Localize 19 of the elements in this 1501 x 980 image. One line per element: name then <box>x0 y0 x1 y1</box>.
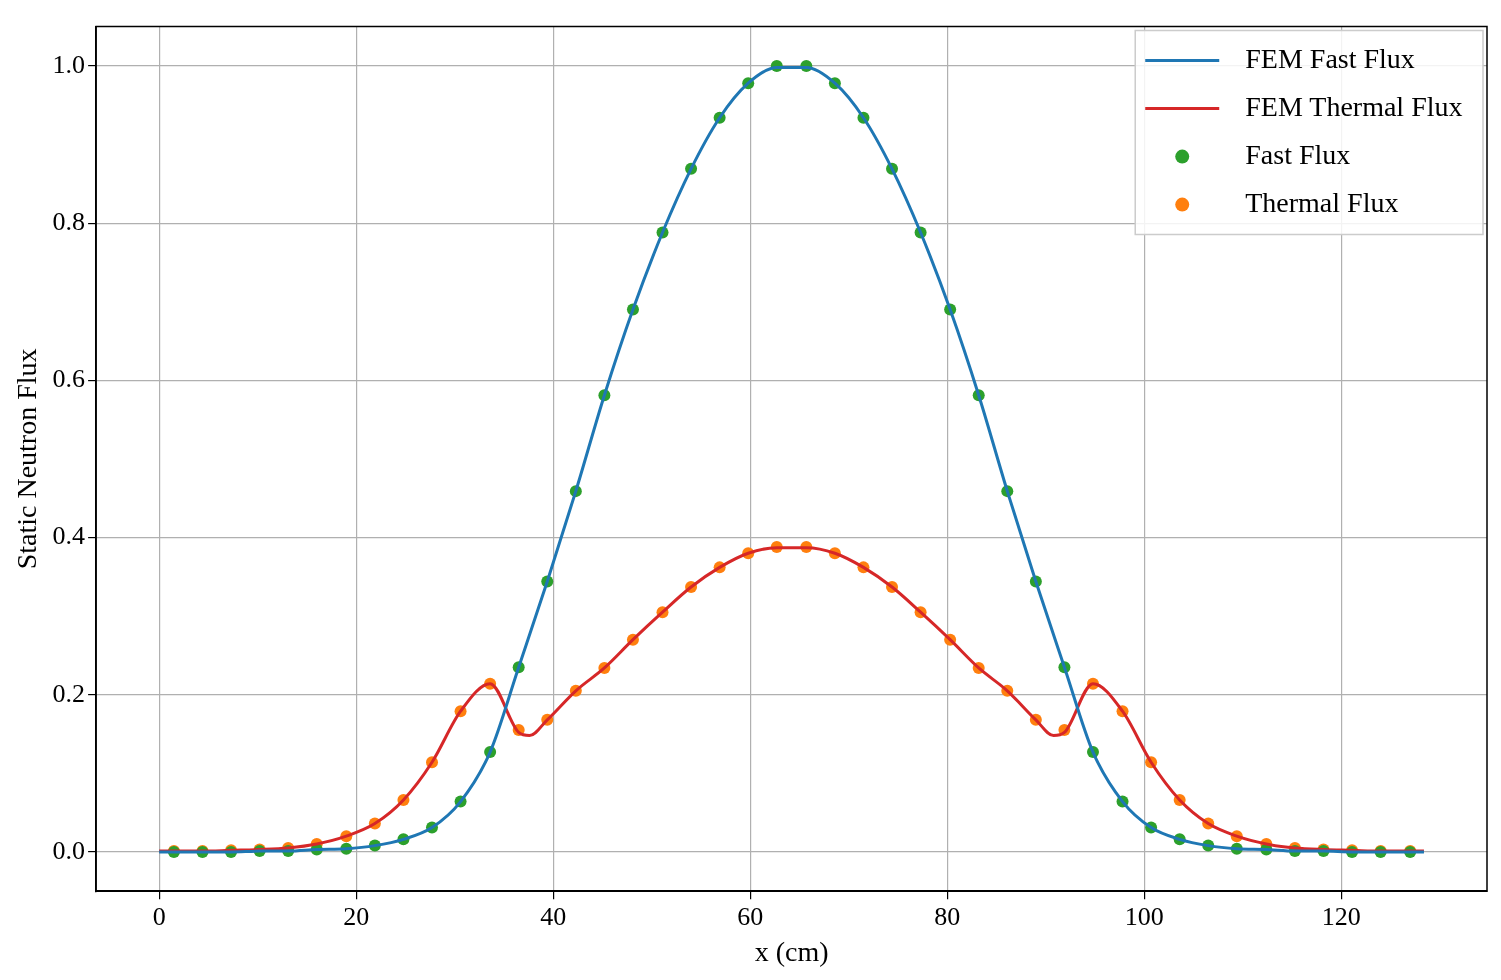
x-tick-label: 0 <box>152 901 166 931</box>
x-tick-label: 120 <box>1321 901 1361 931</box>
x-tick-label: 80 <box>934 901 961 931</box>
y-tick-label: 0.4 <box>52 521 86 551</box>
x-tick-label: 20 <box>343 901 370 931</box>
x-axis-title: x (cm) <box>754 935 829 967</box>
y-tick-label: 0.0 <box>52 835 86 865</box>
x-tick-label: 40 <box>540 901 567 931</box>
legend-label: Fast Flux <box>1245 138 1351 170</box>
y-tick-label: 1.0 <box>52 49 86 79</box>
x-tick-label: 100 <box>1124 901 1164 931</box>
x-tick-label: 60 <box>737 901 764 931</box>
legend-label: Thermal Flux <box>1245 186 1399 218</box>
y-tick-label: 0.2 <box>52 678 86 708</box>
y-tick-label: 0.6 <box>52 364 86 394</box>
legend-label: FEM Fast Flux <box>1245 42 1415 74</box>
y-axis-title: Static Neutron Flux <box>11 348 43 570</box>
y-tick-label: 0.8 <box>52 206 86 236</box>
legend-label: FEM Thermal Flux <box>1245 90 1463 122</box>
